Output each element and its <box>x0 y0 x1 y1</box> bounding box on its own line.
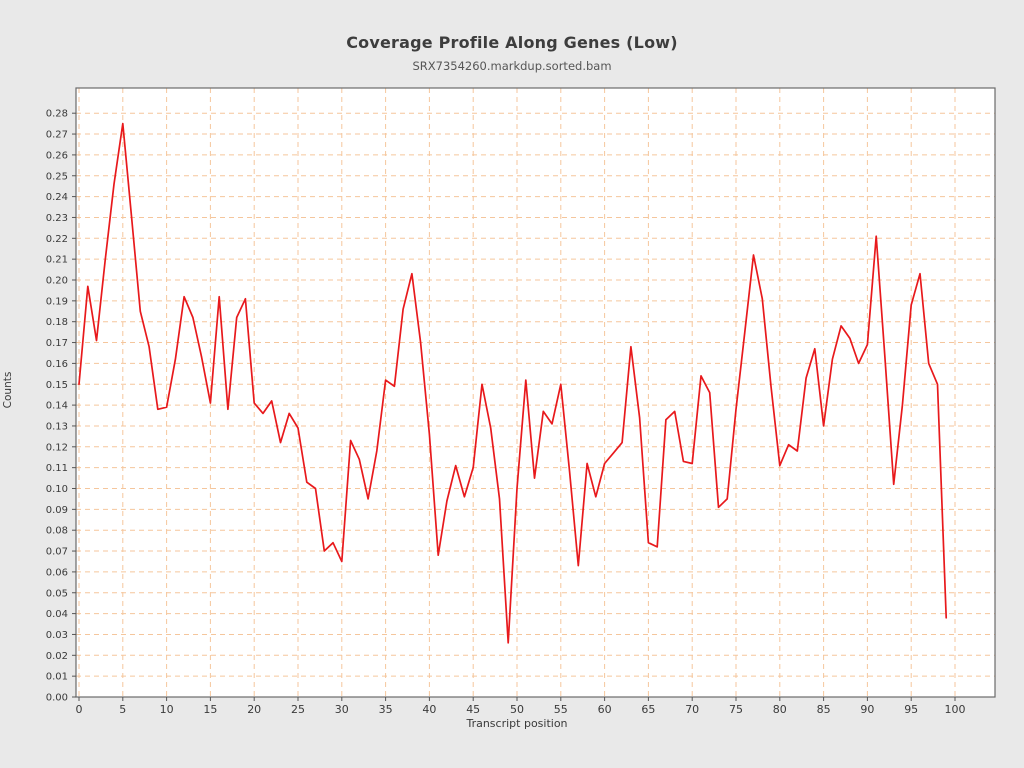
y-tick-label: 0.11 <box>46 463 68 474</box>
y-tick-label: 0.08 <box>46 526 68 537</box>
x-tick-label: 40 <box>422 703 436 716</box>
y-tick-label: 0.13 <box>46 421 68 432</box>
y-tick-label: 0.16 <box>46 359 68 370</box>
y-tick-label: 0.10 <box>46 484 68 495</box>
axis-ticks <box>72 112 956 701</box>
y-tick-label: 0.02 <box>46 651 68 662</box>
plot-frame <box>75 87 996 698</box>
y-tick-label: 0.06 <box>46 567 68 578</box>
x-tick-label: 65 <box>641 703 655 716</box>
y-tick-label: 0.07 <box>46 547 68 558</box>
y-tick-label: 0.21 <box>46 255 68 266</box>
x-tick-label: 10 <box>160 703 174 716</box>
coverage-line <box>78 122 948 644</box>
x-tick-label: 30 <box>335 703 349 716</box>
y-tick-label: 0.22 <box>46 234 68 245</box>
gridlines <box>76 88 995 698</box>
axis-tick-labels: 0 5 10 15 20 25 30 35 40 45 50 55 60 65 70 75 80 85 90 95 10… <box>46 109 966 716</box>
y-tick-label: 0.12 <box>46 442 68 453</box>
x-tick-label: 45 <box>466 703 480 716</box>
y-axis-label: Counts <box>2 371 14 409</box>
x-tick-label: 70 <box>685 703 699 716</box>
y-tick-label: 0.15 <box>46 380 68 391</box>
y-tick-label: 0.04 <box>46 609 68 620</box>
x-tick-label: 100 <box>945 703 966 716</box>
plot-area <box>76 88 995 697</box>
x-tick-label: 85 <box>817 703 831 716</box>
y-tick-label: 0.01 <box>46 672 68 683</box>
x-tick-label: 75 <box>729 703 743 716</box>
x-tick-label: 20 <box>247 703 261 716</box>
x-tick-label: 55 <box>554 703 568 716</box>
y-tick-label: 0.28 <box>46 109 68 120</box>
y-tick-label: 0.18 <box>46 317 68 328</box>
x-tick-label: 25 <box>291 703 305 716</box>
y-tick-label: 0.03 <box>46 630 68 641</box>
y-tick-label: 0.20 <box>46 276 68 287</box>
x-tick-label: 5 <box>119 703 126 716</box>
chart-title: Coverage Profile Along Genes (Low) <box>346 33 678 52</box>
x-tick-label: 15 <box>203 703 217 716</box>
y-tick-label: 0.23 <box>46 213 68 224</box>
y-tick-label: 0.09 <box>46 505 68 516</box>
x-tick-label: 90 <box>860 703 874 716</box>
y-tick-label: 0.14 <box>46 401 68 412</box>
x-tick-label: 60 <box>598 703 612 716</box>
x-tick-label: 95 <box>904 703 918 716</box>
x-tick-label: 50 <box>510 703 524 716</box>
x-tick-label: 35 <box>379 703 393 716</box>
y-tick-label: 0.05 <box>46 588 68 599</box>
x-tick-label: 0 <box>76 703 83 716</box>
x-tick-label: 80 <box>773 703 787 716</box>
y-tick-label: 0.27 <box>46 130 68 141</box>
x-axis-label: Transcript position <box>466 717 568 730</box>
y-tick-label: 0.19 <box>46 296 68 307</box>
y-tick-label: 0.25 <box>46 171 68 182</box>
y-tick-label: 0.17 <box>46 338 68 349</box>
y-tick-label: 0.26 <box>46 150 68 161</box>
y-tick-label: 0.24 <box>46 192 68 203</box>
chart-subtitle: SRX7354260.markdup.sorted.bam <box>412 59 612 73</box>
y-tick-label: 0.00 <box>46 693 68 704</box>
